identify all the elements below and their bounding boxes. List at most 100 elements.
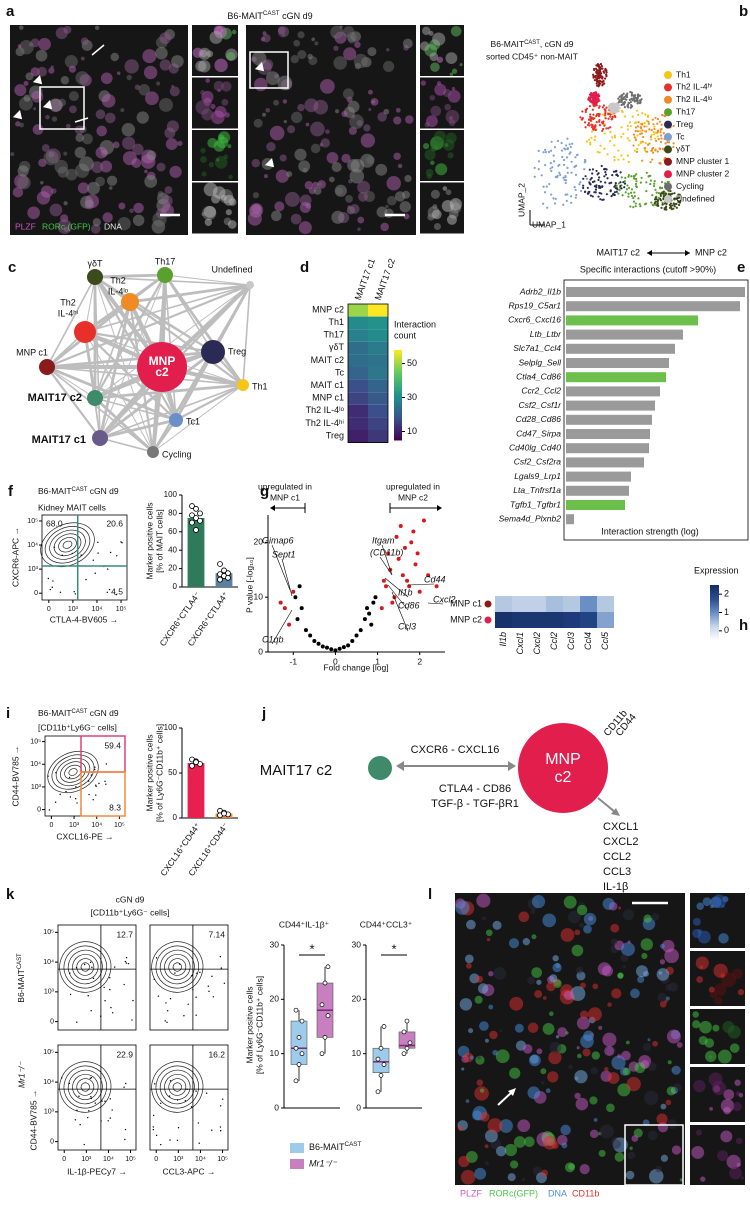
y-tick-label: 10³ — [44, 1109, 55, 1116]
y-tick-label: 0 — [34, 590, 38, 597]
volcano-point — [333, 648, 338, 653]
heatmap-cell — [368, 316, 388, 330]
umap-cell — [595, 114, 598, 118]
network-node — [87, 269, 103, 285]
umap-cell — [627, 175, 630, 178]
y-tick-label: 10⁵ — [30, 738, 41, 745]
umap-cell — [587, 191, 590, 194]
network-edge — [94, 383, 244, 400]
umap-cell — [579, 181, 582, 184]
umap-cell — [613, 155, 616, 159]
event-dot — [55, 772, 57, 774]
colorbar-step — [394, 437, 402, 441]
micrograph-blob — [697, 930, 711, 944]
gate-label: 16.2 — [208, 1049, 225, 1059]
micrograph-blob — [711, 1080, 727, 1096]
umap-cell — [544, 150, 547, 154]
bar — [566, 329, 683, 340]
micrograph-blob — [124, 59, 139, 74]
micrograph-blob — [65, 123, 71, 129]
legend-label: Th2 IL-4ʰⁱ — [676, 82, 713, 92]
event-dot — [198, 1142, 200, 1144]
colorbar-tick-label: 30 — [407, 392, 417, 402]
umap-cell — [566, 166, 569, 169]
micrograph-blob — [621, 1050, 631, 1061]
legend-swatch — [664, 95, 672, 104]
data-point — [319, 1051, 325, 1057]
micrograph-blob — [126, 74, 132, 81]
network-edge — [46, 283, 251, 369]
umap-cell — [673, 205, 676, 208]
micrograph-blob — [625, 1170, 635, 1180]
micrograph-blob — [647, 1130, 658, 1141]
heatmap-cell — [348, 379, 368, 393]
heatmap-cell — [529, 596, 546, 612]
axis-label: [% of Ly6G⁻CD11b⁺ cells] — [254, 976, 264, 1074]
umap-cell — [610, 118, 613, 121]
micrograph-blob — [625, 1040, 630, 1045]
umap-cell — [671, 192, 674, 195]
umap-cell — [574, 156, 577, 159]
umap-cell — [603, 71, 606, 74]
umap-cell — [585, 177, 588, 180]
micrograph-blob — [262, 33, 271, 43]
micrograph-blob — [549, 974, 558, 983]
volcano-point — [390, 600, 395, 605]
umap-cell — [614, 187, 618, 190]
event-dot — [221, 1098, 224, 1100]
micrograph-blob — [142, 49, 157, 64]
x-tick-label: 0 — [154, 1156, 158, 1163]
umap-cell — [632, 94, 636, 97]
volcano-point — [398, 523, 403, 528]
volcano-point — [415, 551, 420, 556]
micrograph-blob — [298, 160, 311, 173]
umap-cell — [632, 177, 636, 180]
umap-cell — [571, 142, 574, 145]
umap-cell — [641, 123, 644, 126]
umap-cell — [662, 192, 665, 195]
micrograph-blob — [94, 25, 100, 31]
legend-swatch — [664, 83, 672, 92]
output-label: CCL3 — [603, 866, 631, 878]
micrograph-blob — [100, 72, 113, 85]
panel-label: j — [261, 705, 266, 722]
umap-cell — [593, 125, 596, 129]
umap-cell — [658, 161, 661, 165]
colorbar-step — [710, 605, 719, 608]
volcano-point — [417, 589, 422, 594]
micrograph-blob — [116, 71, 121, 75]
micrograph-blob — [376, 206, 388, 218]
heatmap-cell — [495, 596, 512, 612]
contour — [168, 1078, 187, 1096]
umap-cell — [637, 121, 640, 124]
micrograph-blob — [563, 990, 573, 1000]
micrograph-blob — [736, 1162, 741, 1167]
network-edge — [152, 351, 214, 453]
micrograph-blob — [479, 1021, 489, 1031]
umap-cell — [558, 163, 561, 166]
micrograph-blob — [274, 201, 285, 212]
colorbar-step — [394, 401, 402, 405]
column-label: Cxcl2 — [532, 632, 542, 655]
event-dot — [106, 591, 109, 594]
colorbar-step — [710, 585, 719, 587]
umap-cell — [592, 67, 596, 71]
micrograph-blob — [287, 125, 296, 134]
y-tick-label: 10³ — [31, 784, 42, 791]
umap-cell — [589, 194, 593, 197]
volcano-point — [278, 600, 283, 605]
bar — [566, 500, 625, 510]
y-tick-label: 10⁴ — [43, 959, 54, 966]
event-dot — [90, 774, 93, 776]
umap-cell — [630, 194, 634, 198]
umap-cell — [546, 206, 549, 209]
micrograph-blob — [75, 133, 84, 142]
umap-cell — [662, 190, 665, 193]
umap-cell — [625, 188, 628, 191]
umap-cell — [632, 206, 635, 209]
umap-cell — [601, 84, 604, 87]
umap-cell — [623, 96, 626, 99]
micrograph-blob — [666, 1086, 676, 1096]
umap-cell — [662, 132, 665, 135]
micrograph-blob — [431, 209, 442, 220]
